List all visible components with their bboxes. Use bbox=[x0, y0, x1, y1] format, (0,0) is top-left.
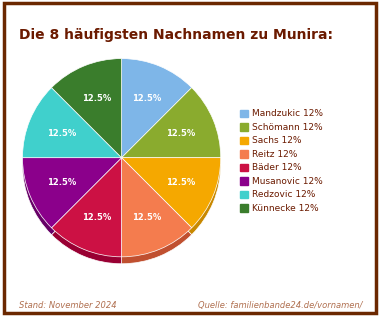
Text: 12.5%: 12.5% bbox=[82, 94, 112, 103]
Wedge shape bbox=[22, 158, 122, 228]
Wedge shape bbox=[52, 158, 122, 257]
Wedge shape bbox=[122, 165, 221, 235]
Text: 12.5%: 12.5% bbox=[48, 129, 77, 137]
Text: 12.5%: 12.5% bbox=[166, 178, 196, 187]
Text: 12.5%: 12.5% bbox=[82, 213, 112, 222]
Wedge shape bbox=[122, 65, 192, 165]
Wedge shape bbox=[22, 88, 122, 158]
Text: 12.5%: 12.5% bbox=[131, 94, 161, 103]
Text: Stand: November 2024: Stand: November 2024 bbox=[19, 301, 117, 310]
Text: 12.5%: 12.5% bbox=[48, 178, 77, 187]
Wedge shape bbox=[122, 158, 221, 228]
Wedge shape bbox=[52, 58, 122, 158]
Text: Quelle: familienbande24.de/vornamen/: Quelle: familienbande24.de/vornamen/ bbox=[198, 301, 362, 310]
Wedge shape bbox=[52, 165, 122, 264]
Text: 12.5%: 12.5% bbox=[166, 129, 196, 137]
Wedge shape bbox=[22, 94, 122, 165]
Text: 12.5%: 12.5% bbox=[131, 213, 161, 222]
Wedge shape bbox=[122, 165, 192, 264]
Wedge shape bbox=[122, 158, 192, 257]
Legend: Mandzukic 12%, Schömann 12%, Sachs 12%, Reitz 12%, Bäder 12%, Musanovic 12%, Red: Mandzukic 12%, Schömann 12%, Sachs 12%, … bbox=[240, 109, 323, 213]
Wedge shape bbox=[122, 94, 221, 165]
Wedge shape bbox=[52, 65, 122, 165]
Text: Die 8 häufigsten Nachnamen zu Munira:: Die 8 häufigsten Nachnamen zu Munira: bbox=[19, 28, 333, 42]
Wedge shape bbox=[122, 58, 192, 158]
Wedge shape bbox=[22, 165, 122, 235]
Wedge shape bbox=[122, 88, 221, 158]
